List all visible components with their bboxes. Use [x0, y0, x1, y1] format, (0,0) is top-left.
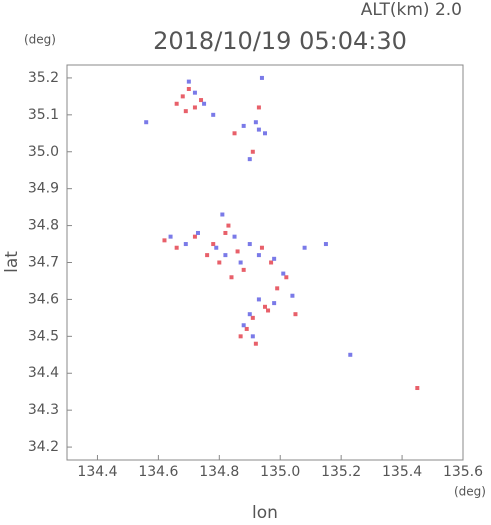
echo-point — [290, 293, 295, 298]
echo-point — [281, 271, 286, 276]
echo-point — [174, 245, 179, 250]
y-axis-label: lat — [2, 251, 22, 273]
echo-point — [205, 253, 210, 258]
y-tick-label: 34.9 — [28, 181, 59, 197]
x-tick-label: 135.6 — [443, 464, 483, 480]
echo-point — [217, 260, 222, 265]
altitude: ALT(km) 2.0 — [361, 0, 462, 20]
echo-point — [323, 242, 328, 247]
echo-point — [256, 127, 261, 132]
x-tick-label: 134.4 — [77, 464, 117, 480]
x-tick-label: 134.8 — [199, 464, 239, 480]
echo-point — [348, 352, 353, 357]
echo-point — [144, 120, 149, 125]
echo-point — [241, 323, 246, 328]
echo-point — [174, 101, 179, 106]
echo-point — [302, 245, 307, 250]
echo-point — [275, 286, 280, 291]
chart-title: 2018/10/19 05:04:30 — [153, 27, 407, 55]
echo-point — [232, 131, 237, 136]
y-tick-label: 35.0 — [28, 144, 59, 160]
y-tick-label: 34.8 — [28, 218, 59, 234]
echo-point — [266, 308, 271, 313]
echo-point — [253, 120, 258, 125]
y-tick-label: 35.1 — [28, 107, 59, 123]
echo-point — [229, 275, 234, 280]
echo-point — [293, 312, 298, 317]
y-tick-label: 34.6 — [28, 291, 59, 307]
echo-point — [250, 334, 255, 339]
echo-point — [180, 94, 185, 99]
echo-point — [253, 341, 258, 346]
x-tick-label: 135.4 — [382, 464, 422, 480]
echo-point — [241, 267, 246, 272]
y-tick-label: 35.2 — [28, 70, 59, 86]
echo-point — [415, 386, 420, 391]
echo-point — [232, 234, 237, 239]
echo-point — [162, 238, 167, 243]
echo-point — [238, 260, 243, 265]
echo-point — [250, 315, 255, 320]
plot-frame — [66, 64, 464, 461]
y-tick-label: 34.5 — [28, 328, 59, 344]
echo-point — [223, 253, 228, 258]
echo-point — [259, 75, 264, 80]
echo-point — [183, 242, 188, 247]
y-tick-label: 34.7 — [28, 255, 59, 271]
echo-point — [256, 297, 261, 302]
echo-point — [256, 253, 261, 258]
echo-point — [247, 242, 252, 247]
echo-point — [241, 123, 246, 128]
echo-point — [186, 86, 191, 91]
echo-point — [211, 112, 216, 117]
echo-point — [235, 249, 240, 254]
echo-point — [168, 234, 173, 239]
echo-point — [269, 260, 274, 265]
echo-point — [259, 245, 264, 250]
x-axis-label: lon — [252, 503, 278, 521]
echo-point — [211, 242, 216, 247]
echo-point — [263, 304, 267, 309]
echo-point — [272, 301, 277, 306]
echo-point — [195, 230, 200, 235]
echo-point — [244, 326, 249, 331]
echo-point — [247, 157, 252, 162]
echo-point — [186, 79, 191, 84]
x-tick-label: 135.2 — [321, 464, 361, 480]
y-tick-label: 34.3 — [28, 402, 59, 418]
echo-point — [238, 334, 243, 339]
echo-point — [214, 245, 219, 250]
echo-point — [223, 230, 228, 235]
echo-point — [192, 234, 197, 239]
echo-point — [272, 256, 277, 261]
y-tick-label: 34.2 — [28, 439, 59, 455]
echo-point — [202, 101, 207, 106]
echo-point — [199, 98, 204, 103]
y-tick-label: 34.4 — [28, 365, 59, 381]
echo-point — [263, 131, 267, 136]
echo-point — [192, 90, 197, 95]
x-tick-label: 135.0 — [260, 464, 300, 480]
echo-point — [220, 212, 225, 217]
x-unit: (deg) — [454, 485, 486, 499]
x-tick-label: 134.6 — [138, 464, 178, 480]
echo-point — [256, 105, 261, 110]
echo-point — [250, 149, 255, 154]
echo-point — [192, 105, 197, 110]
echo-point — [183, 109, 188, 114]
echo-point — [247, 312, 252, 317]
y-unit: (deg) — [24, 33, 56, 47]
echo-point — [226, 223, 231, 228]
echo-point — [284, 275, 289, 280]
